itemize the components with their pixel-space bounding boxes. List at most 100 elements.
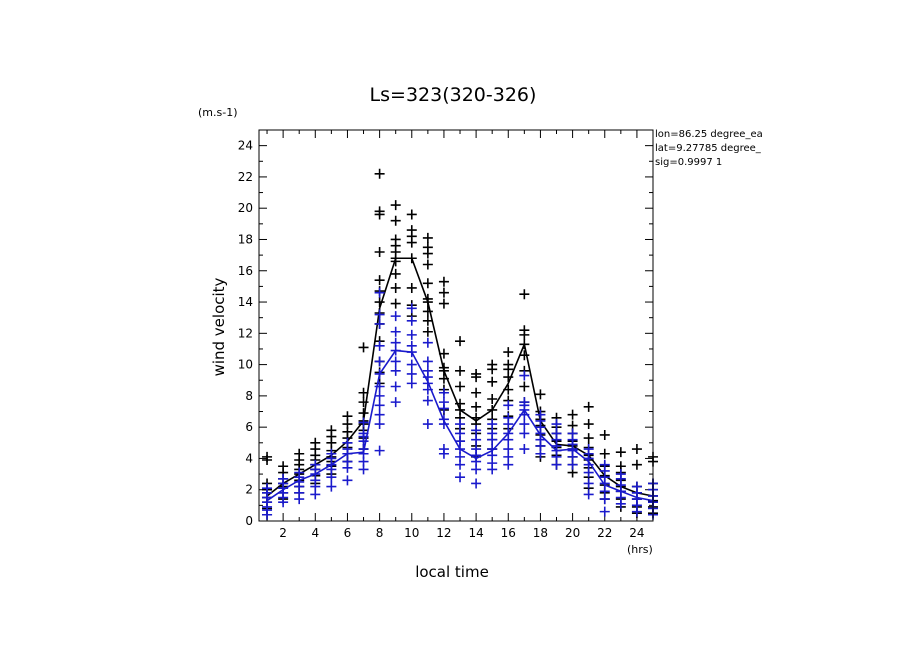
data-point [390, 282, 401, 293]
x-tick-label: 2 [279, 526, 287, 540]
y-tick-label: 24 [238, 139, 253, 153]
data-point [374, 445, 385, 456]
data-point [374, 275, 385, 286]
data-point [471, 434, 482, 445]
plot-frame [258, 129, 654, 522]
data-point [310, 459, 321, 470]
data-point [471, 425, 482, 436]
data-point [406, 368, 417, 379]
data-point [406, 340, 417, 351]
data-point [390, 397, 401, 408]
data-point [326, 481, 337, 492]
x-tick-label: 10 [404, 526, 419, 540]
data-point [326, 448, 337, 459]
x-tick-label: 20 [565, 526, 580, 540]
y-tick-label: 4 [245, 451, 253, 465]
data-point [519, 397, 530, 408]
data-point [583, 444, 594, 455]
data-point [471, 478, 482, 489]
data-point [262, 483, 273, 494]
data-point [278, 473, 289, 484]
data-point [487, 394, 498, 405]
y-tick-label: 22 [238, 170, 253, 184]
data-point [406, 282, 417, 293]
y-tick-label: 10 [238, 358, 253, 372]
data-point [535, 389, 546, 400]
data-point [615, 469, 626, 480]
x-tick-label: 8 [376, 526, 384, 540]
data-point [374, 168, 385, 179]
x-tick-label: 18 [533, 526, 548, 540]
data-point [551, 419, 562, 430]
data-point [390, 337, 401, 348]
data-point [374, 356, 385, 367]
y-tick-label: 14 [238, 295, 253, 309]
data-point [455, 336, 466, 347]
data-point [471, 368, 482, 379]
data-point [406, 225, 417, 236]
data-point [519, 289, 530, 300]
data-point [519, 370, 530, 381]
data-point [631, 459, 642, 470]
data-point [519, 419, 530, 430]
data-point [583, 401, 594, 412]
data-point [374, 246, 385, 257]
data-point [390, 234, 401, 245]
data-point [374, 340, 385, 351]
data-point [599, 506, 610, 517]
data-point [374, 206, 385, 217]
data-point [406, 378, 417, 389]
y-tick-label: 20 [238, 201, 253, 215]
data-point [358, 342, 369, 353]
data-point [438, 444, 449, 455]
data-marks [262, 168, 658, 520]
data-point [503, 347, 514, 358]
x-axis-label: local time [415, 563, 489, 581]
data-point [422, 242, 433, 253]
y-tick-label: 6 [245, 420, 253, 434]
x-tick-label: 22 [597, 526, 612, 540]
data-point [599, 459, 610, 470]
data-point [438, 276, 449, 287]
y-tick-label: 8 [245, 389, 253, 403]
data-point [519, 428, 530, 439]
chart-title: Ls=323(320-326) [370, 84, 537, 106]
data-point [503, 400, 514, 411]
data-point [487, 428, 498, 439]
info-line-lon: lon=86.25 degree_ea [655, 129, 763, 140]
series-1 [262, 287, 658, 520]
data-point [422, 395, 433, 406]
data-point [390, 215, 401, 226]
data-point [390, 381, 401, 392]
data-point [374, 297, 385, 308]
data-point [599, 448, 610, 459]
data-point [519, 350, 530, 361]
data-point [422, 232, 433, 243]
data-point [422, 356, 433, 367]
x-tick-label: 24 [629, 526, 644, 540]
data-point [487, 419, 498, 430]
data-point [390, 326, 401, 337]
data-point [390, 268, 401, 279]
data-point [503, 412, 514, 423]
data-point [503, 359, 514, 370]
y-tick-label: 0 [245, 514, 253, 528]
y-axis-label: wind velocity [210, 277, 228, 376]
data-point [519, 444, 530, 455]
data-point [455, 472, 466, 483]
data-point [438, 298, 449, 309]
data-point [438, 387, 449, 398]
data-point [374, 409, 385, 420]
data-point [406, 315, 417, 326]
data-point [390, 311, 401, 322]
data-point [519, 381, 530, 392]
data-point [438, 287, 449, 298]
data-point [358, 417, 369, 428]
data-point [487, 359, 498, 370]
data-point [631, 444, 642, 455]
data-point [455, 428, 466, 439]
x-unit-label: (hrs) [627, 543, 653, 556]
info-line-lat: lat=9.27785 degree_ [655, 143, 762, 154]
info-line-sig: sig=0.9997 1 [655, 157, 722, 168]
